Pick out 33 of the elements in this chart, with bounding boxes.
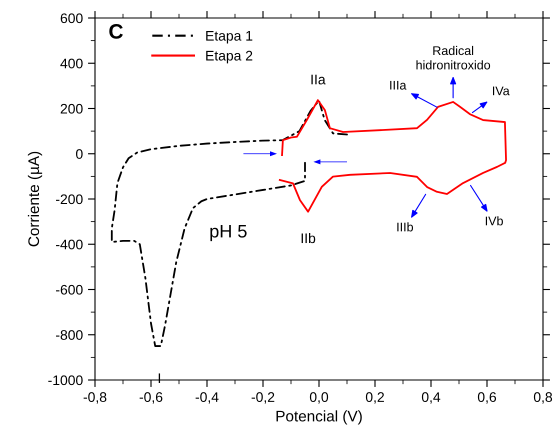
x-tick-label: -0,8 [84, 392, 106, 404]
annotation: IVb [486, 216, 503, 226]
annotation: IIa [311, 74, 326, 84]
annotation: IIIb [397, 222, 414, 232]
x-tick-label: 0,2 [366, 392, 384, 404]
y-tick-label: -200 [56, 194, 83, 204]
y-tick-label: -1000 [48, 375, 83, 386]
x-axis-title: Potencial (V) [276, 410, 362, 425]
x-tick-label: -0,4 [196, 392, 219, 404]
y-tick-label: 200 [60, 104, 83, 114]
annotation: IIb [302, 232, 316, 244]
x-tick-label: 0,6 [478, 392, 496, 404]
y-axis-title: Corriente (µA) [28, 152, 42, 246]
y-tick-label: 400 [60, 58, 83, 68]
annotation: Radical hidronitroxido [416, 46, 490, 70]
line-series [278, 99, 507, 213]
annotation: pH 5 [210, 225, 247, 242]
annotation: IIIa [390, 80, 406, 90]
y-tick-label: 0 [76, 149, 83, 159]
x-tick-label: 0,4 [422, 392, 440, 404]
line-series [110, 100, 348, 347]
x-tick-label: -0,2 [252, 392, 274, 404]
annotation: IVa [492, 86, 510, 96]
y-tick-label: 600 [60, 13, 83, 24]
x-tick-label: 0,8 [534, 392, 552, 404]
y-tick-label: -600 [56, 284, 83, 295]
legend-label: Etapa 1 [206, 31, 252, 44]
annotation: C [109, 24, 123, 39]
legend-label: Etapa 2 [206, 50, 252, 64]
x-tick-label: -0,6 [140, 392, 162, 404]
y-tick-label: -400 [56, 240, 83, 250]
x-tick-label: 0,0 [310, 392, 328, 404]
y-tick-label: -800 [56, 330, 83, 340]
